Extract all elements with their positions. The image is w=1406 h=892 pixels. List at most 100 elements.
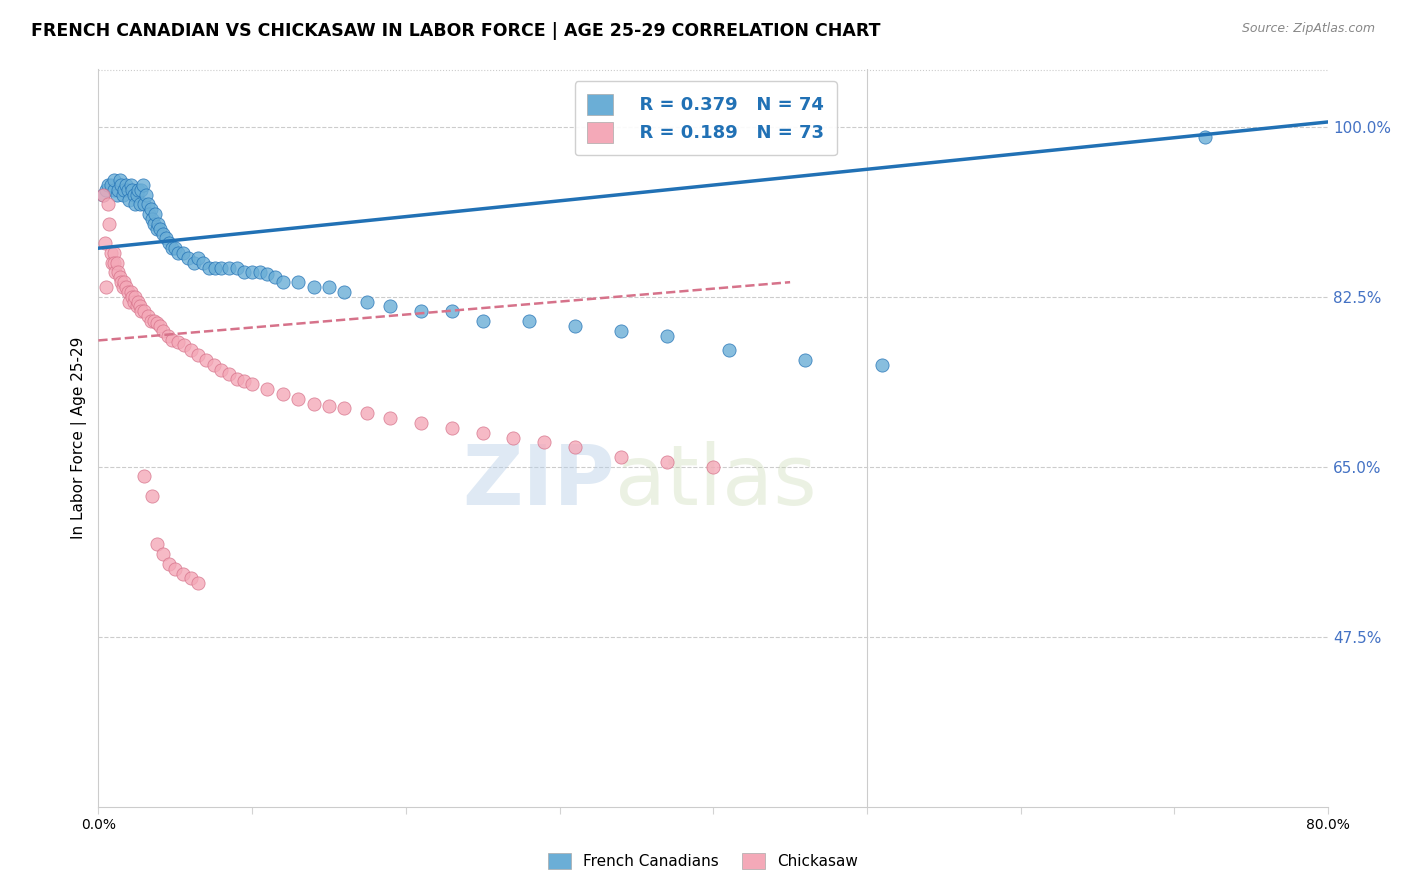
- Point: [187, 576, 209, 591]
- Point: [148, 217, 170, 231]
- Point: [471, 314, 494, 328]
- Point: [142, 314, 165, 328]
- Point: [145, 221, 167, 235]
- Point: [160, 241, 183, 255]
- Point: [172, 246, 194, 260]
- Point: [125, 300, 148, 314]
- Point: [209, 260, 232, 275]
- Point: [115, 280, 138, 294]
- Point: [794, 352, 817, 367]
- Point: [111, 280, 134, 294]
- Point: [218, 260, 240, 275]
- Point: [218, 368, 240, 382]
- Point: [380, 411, 402, 425]
- Point: [440, 421, 463, 435]
- Point: [264, 270, 287, 285]
- Point: [172, 566, 194, 581]
- Point: [98, 217, 121, 231]
- Point: [183, 256, 205, 270]
- Point: [517, 314, 540, 328]
- Point: [717, 343, 740, 358]
- Point: [117, 183, 139, 197]
- Point: [180, 343, 202, 358]
- Point: [240, 377, 263, 392]
- Point: [198, 260, 221, 275]
- Point: [128, 300, 150, 314]
- Point: [176, 251, 198, 265]
- Point: [256, 268, 278, 282]
- Point: [165, 562, 187, 576]
- Point: [564, 318, 586, 333]
- Point: [157, 557, 180, 571]
- Point: [94, 280, 117, 294]
- Point: [118, 193, 141, 207]
- Point: [333, 401, 356, 416]
- Point: [93, 236, 115, 251]
- Point: [131, 183, 153, 197]
- Point: [97, 197, 120, 211]
- Point: [134, 304, 156, 318]
- Point: [103, 183, 125, 197]
- Point: [124, 197, 146, 211]
- Point: [91, 187, 114, 202]
- Point: [225, 372, 247, 386]
- Point: [502, 431, 524, 445]
- Point: [655, 328, 678, 343]
- Y-axis label: In Labor Force | Age 25-29: In Labor Force | Age 25-29: [72, 336, 87, 539]
- Point: [110, 178, 132, 192]
- Point: [103, 246, 125, 260]
- Point: [167, 246, 190, 260]
- Point: [101, 256, 124, 270]
- Point: [136, 309, 159, 323]
- Point: [240, 265, 263, 279]
- Text: Source: ZipAtlas.com: Source: ZipAtlas.com: [1241, 22, 1375, 36]
- Point: [411, 416, 433, 430]
- Text: ZIP: ZIP: [463, 442, 614, 523]
- Point: [139, 202, 162, 217]
- Point: [157, 236, 180, 251]
- Point: [155, 231, 177, 245]
- Point: [302, 396, 325, 410]
- Point: [872, 358, 894, 372]
- Point: [139, 314, 162, 328]
- Point: [105, 256, 128, 270]
- Point: [138, 207, 160, 221]
- Point: [194, 352, 217, 367]
- Point: [103, 256, 125, 270]
- Point: [122, 294, 145, 309]
- Point: [202, 358, 225, 372]
- Point: [142, 217, 165, 231]
- Point: [121, 290, 143, 304]
- Point: [610, 450, 633, 464]
- Point: [333, 285, 356, 299]
- Point: [167, 335, 190, 350]
- Point: [204, 260, 226, 275]
- Point: [107, 265, 129, 279]
- Point: [165, 241, 187, 255]
- Point: [610, 324, 633, 338]
- Point: [105, 187, 128, 202]
- Point: [187, 348, 209, 362]
- Point: [127, 183, 149, 197]
- Point: [1194, 129, 1216, 144]
- Point: [111, 187, 134, 202]
- Point: [440, 304, 463, 318]
- Legend:   R = 0.379   N = 74,   R = 0.189   N = 73: R = 0.379 N = 74, R = 0.189 N = 73: [575, 81, 837, 155]
- Point: [256, 382, 278, 396]
- Point: [108, 270, 131, 285]
- Text: FRENCH CANADIAN VS CHICKASAW IN LABOR FORCE | AGE 25-29 CORRELATION CHART: FRENCH CANADIAN VS CHICKASAW IN LABOR FO…: [31, 22, 880, 40]
- Point: [107, 183, 129, 197]
- Point: [318, 400, 340, 414]
- Point: [104, 265, 127, 279]
- Point: [135, 187, 157, 202]
- Point: [114, 183, 136, 197]
- Point: [149, 318, 172, 333]
- Point: [108, 173, 131, 187]
- Point: [233, 374, 256, 388]
- Point: [97, 178, 120, 192]
- Point: [356, 406, 378, 420]
- Point: [152, 324, 174, 338]
- Point: [318, 280, 340, 294]
- Point: [152, 227, 174, 241]
- Point: [143, 207, 166, 221]
